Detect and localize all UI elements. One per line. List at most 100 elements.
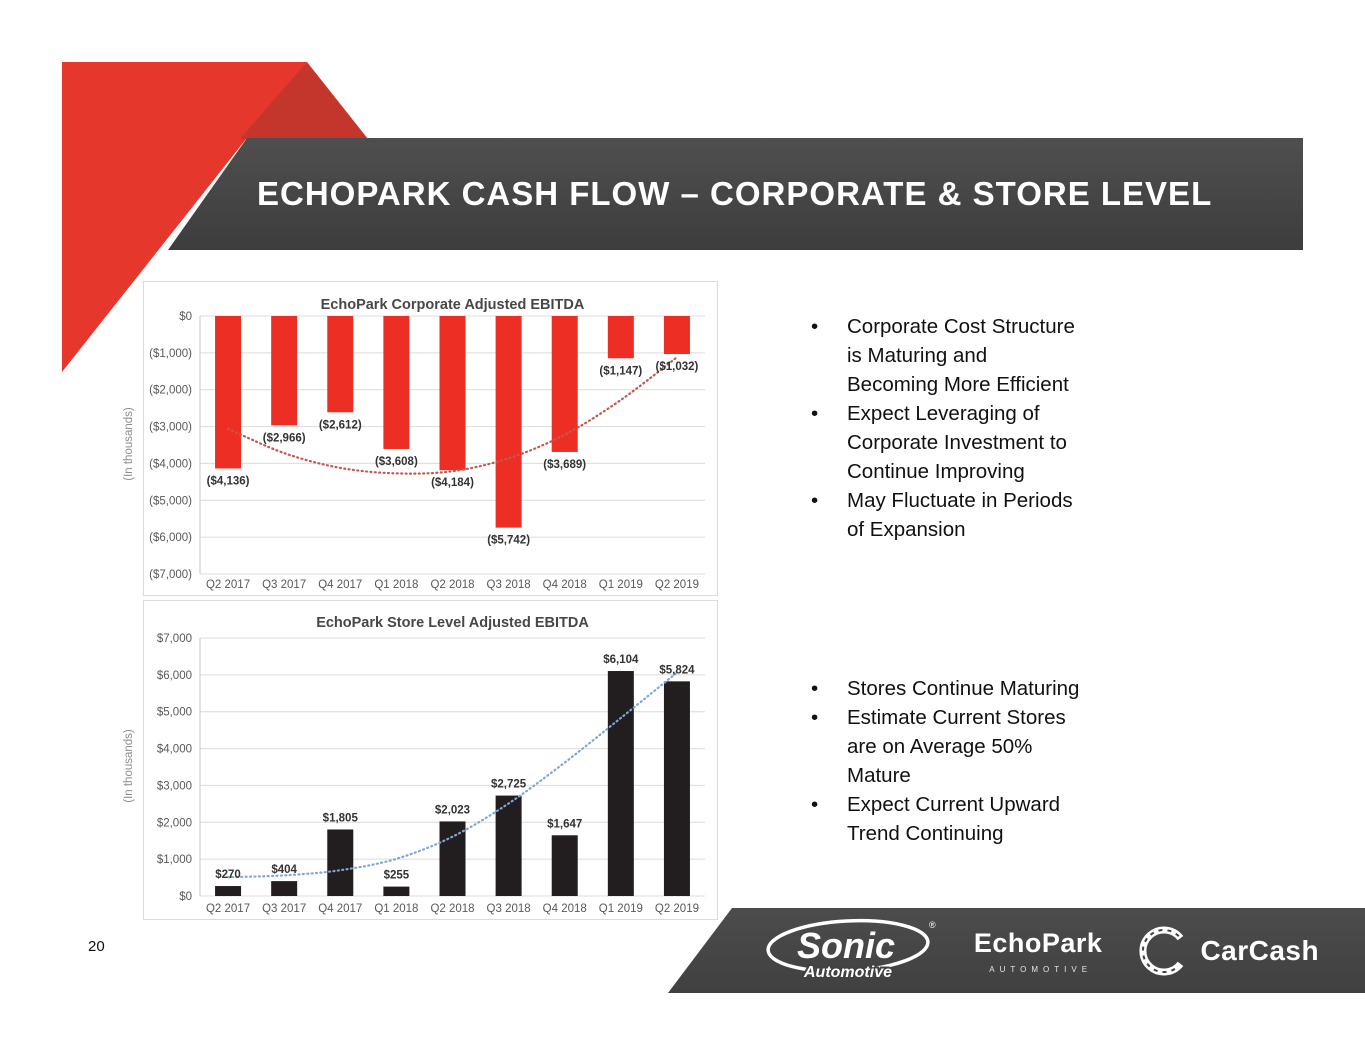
note-item: Stores Continue Maturing xyxy=(805,674,1117,703)
value-label: $2,725 xyxy=(491,779,527,791)
x-tick-label: Q2 2019 xyxy=(655,903,699,915)
value-label: ($1,147) xyxy=(599,365,642,377)
value-label: ($3,689) xyxy=(543,459,586,471)
bar xyxy=(383,316,410,449)
sonic-automotive-text: Automotive xyxy=(803,964,892,981)
echopark-logo-text: EchoPark xyxy=(973,927,1103,958)
value-label: $2,023 xyxy=(435,804,470,816)
bar xyxy=(271,881,298,896)
corner-decoration xyxy=(62,62,368,372)
bar xyxy=(495,795,522,896)
y-tick-label: $1,000 xyxy=(157,854,192,866)
value-label: $5,824 xyxy=(659,664,695,676)
note-item: Corporate Cost Structure is Maturing and… xyxy=(805,312,1117,399)
bar xyxy=(383,886,410,896)
x-tick-label: Q3 2017 xyxy=(262,903,306,915)
bar xyxy=(495,316,522,528)
value-label: ($2,966) xyxy=(263,432,306,444)
x-tick-label: Q3 2018 xyxy=(487,903,531,915)
corporate-ebitda-chart: $0 ($1,000) ($2,000) ($3,000) ($4,000) ($5,00… xyxy=(143,281,718,596)
corporate-notes-list: Corporate Cost Structure is Maturing and… xyxy=(805,312,1117,544)
y-tick-label: ($2,000) xyxy=(149,385,192,397)
trendline xyxy=(227,671,678,879)
y-tick-label: ($7,000) xyxy=(149,569,192,581)
x-tick-label: Q1 2019 xyxy=(599,579,643,591)
bar xyxy=(215,886,242,896)
sonic-logo-text: Sonic xyxy=(797,925,895,966)
y-tick-label: $2,000 xyxy=(157,817,192,829)
page-title: ECHOPARK CASH FLOW – CORPORATE & STORE L… xyxy=(257,175,1213,212)
title-banner: ECHOPARK CASH FLOW – CORPORATE & STORE L… xyxy=(168,138,1303,250)
bar xyxy=(551,835,578,896)
y-tick-label: ($6,000) xyxy=(149,532,192,544)
value-label: ($4,184) xyxy=(431,477,474,489)
x-tick-label: Q2 2017 xyxy=(206,903,250,915)
value-label: ($2,612) xyxy=(319,419,362,431)
echopark-logo: EchoPark AUTOMOTIVE xyxy=(974,928,1103,974)
value-label: ($5,742) xyxy=(487,535,530,547)
chart-canvas: $0 ($1,000) ($2,000) ($3,000) ($4,000) ($5,00… xyxy=(149,297,705,591)
value-label: $6,104 xyxy=(603,654,639,666)
carcash-road-icon xyxy=(1139,926,1184,975)
y-tick-label: $7,000 xyxy=(157,633,192,645)
y-tick-label: $4,000 xyxy=(157,744,192,756)
x-tick-label: Q2 2017 xyxy=(206,579,250,591)
store-ebitda-chart: $7,000 $6,000 $5,000 $4,000 $3,000 $2,000 $1,0… xyxy=(143,600,718,920)
x-tick-label: Q2 2018 xyxy=(430,903,474,915)
x-tick-label: Q1 2018 xyxy=(374,903,418,915)
chart-title: EchoPark Corporate Adjusted EBITDA xyxy=(321,297,585,313)
y-tick-label: ($4,000) xyxy=(149,458,192,470)
x-tick-label: Q3 2018 xyxy=(487,579,531,591)
y-tick-label: $6,000 xyxy=(157,670,192,682)
note-item: Expect Leveraging of Corporate Investmen… xyxy=(805,399,1117,486)
y-tick-label: $5,000 xyxy=(157,707,192,719)
value-label: $255 xyxy=(384,870,410,882)
sonic-automotive-logo: Sonic ® Automotive xyxy=(766,918,936,983)
bar xyxy=(607,671,634,896)
store-chart-yaxis-title: (In thousands) xyxy=(123,729,135,803)
y-tick-label: ($1,000) xyxy=(149,348,192,360)
corporate-chart-yaxis-title: (In thousands) xyxy=(123,407,135,481)
x-tick-label: Q2 2019 xyxy=(655,579,699,591)
sonic-registered-mark: ® xyxy=(929,920,936,930)
x-tick-label: Q4 2018 xyxy=(543,903,587,915)
bar xyxy=(663,681,690,896)
store-notes-list: Stores Continue Maturing Estimate Curren… xyxy=(805,674,1117,848)
chart-title: EchoPark Store Level Adjusted EBITDA xyxy=(316,615,589,631)
red-fold-shape xyxy=(240,62,368,139)
trendline xyxy=(227,356,678,475)
value-label: ($1,032) xyxy=(656,361,699,373)
sonic-logo-ellipse xyxy=(766,918,930,973)
chart-canvas: $7,000 $6,000 $5,000 $4,000 $3,000 $2,000 $1,0… xyxy=(157,615,705,915)
bar xyxy=(271,316,298,426)
bar xyxy=(439,316,466,471)
bar xyxy=(215,316,242,469)
y-tick-label: ($5,000) xyxy=(149,495,192,507)
bar xyxy=(439,821,466,896)
footer-logo-band: Sonic ® Automotive EchoPark AUTOMOTIVE C… xyxy=(668,908,1365,993)
page-number: 20 xyxy=(88,938,105,955)
y-tick-label: $0 xyxy=(179,311,192,323)
value-label: ($3,608) xyxy=(375,456,418,468)
y-tick-label: ($3,000) xyxy=(149,422,192,434)
x-tick-label: Q4 2017 xyxy=(318,579,362,591)
value-label: ($4,136) xyxy=(207,475,250,487)
value-label: $404 xyxy=(271,864,297,876)
echopark-automotive-text: AUTOMOTIVE xyxy=(989,964,1093,974)
value-label: $1,805 xyxy=(323,812,359,824)
bar xyxy=(327,316,354,413)
x-tick-label: Q3 2017 xyxy=(262,579,306,591)
note-item: Estimate Current Stores are on Average 5… xyxy=(805,703,1117,790)
value-label: $1,647 xyxy=(547,818,582,830)
note-item: May Fluctuate in Periods of Expansion xyxy=(805,486,1117,544)
value-label: $270 xyxy=(215,869,241,881)
x-tick-label: Q4 2018 xyxy=(543,579,587,591)
x-tick-label: Q2 2018 xyxy=(430,579,474,591)
note-item: Expect Current Upward Trend Continuing xyxy=(805,790,1117,848)
x-tick-label: Q1 2019 xyxy=(599,903,643,915)
carcash-logo-text: CarCash xyxy=(1200,934,1320,966)
y-tick-label: $3,000 xyxy=(157,780,192,792)
bar xyxy=(551,316,578,452)
bar xyxy=(607,316,634,359)
carcash-logo: CarCash xyxy=(1138,925,1319,977)
